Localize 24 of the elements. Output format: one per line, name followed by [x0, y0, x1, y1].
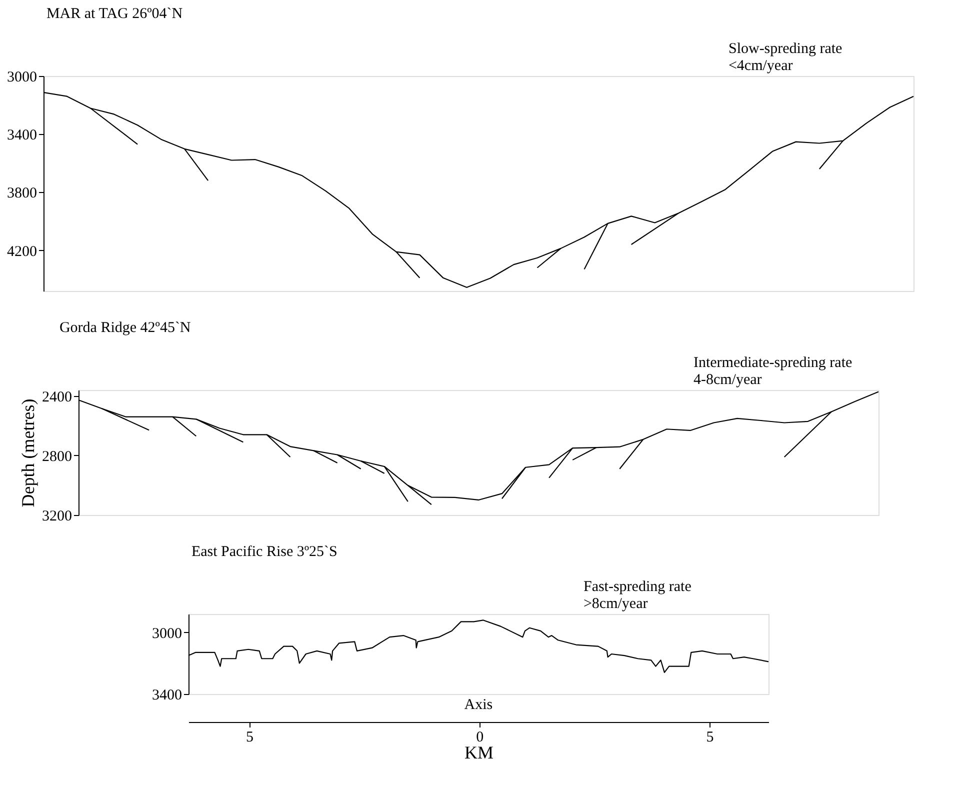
- x-tick-label: 5: [246, 730, 254, 746]
- text: 4-8cm/year: [693, 372, 762, 388]
- x-tick-label: 5: [706, 730, 714, 746]
- text: <4cm/year: [728, 58, 793, 74]
- chart-title: Gorda Ridge 42º45`N: [59, 320, 191, 336]
- text: >8cm/year: [583, 596, 648, 612]
- chart-title: MAR at TAG 26º04`N: [46, 6, 183, 22]
- y-tick-label: 3400: [152, 688, 182, 704]
- y-tick-label: 3800: [6, 186, 37, 202]
- y-tick-label: 3400: [6, 128, 37, 144]
- y-tick-label: 3000: [152, 626, 182, 642]
- y-tick-label: 2800: [42, 448, 72, 465]
- y-tick-label: 3200: [42, 508, 72, 524]
- y-axis-title: Depth (metres): [18, 398, 38, 508]
- y-tick-label: 3000: [6, 70, 37, 86]
- y-tick-label: 4200: [6, 244, 37, 260]
- text: Axis: [464, 697, 493, 713]
- x-tick-label: 0: [476, 730, 484, 746]
- text: Intermediate-spreding rate: [693, 355, 852, 371]
- text: Fast-spreding rate: [583, 579, 692, 595]
- y-tick-label: 2400: [42, 389, 72, 406]
- text: Slow-spreding rate: [728, 41, 843, 57]
- x-axis-title: KM: [464, 742, 494, 762]
- chart-title: East Pacific Rise 3º25`S: [191, 544, 338, 560]
